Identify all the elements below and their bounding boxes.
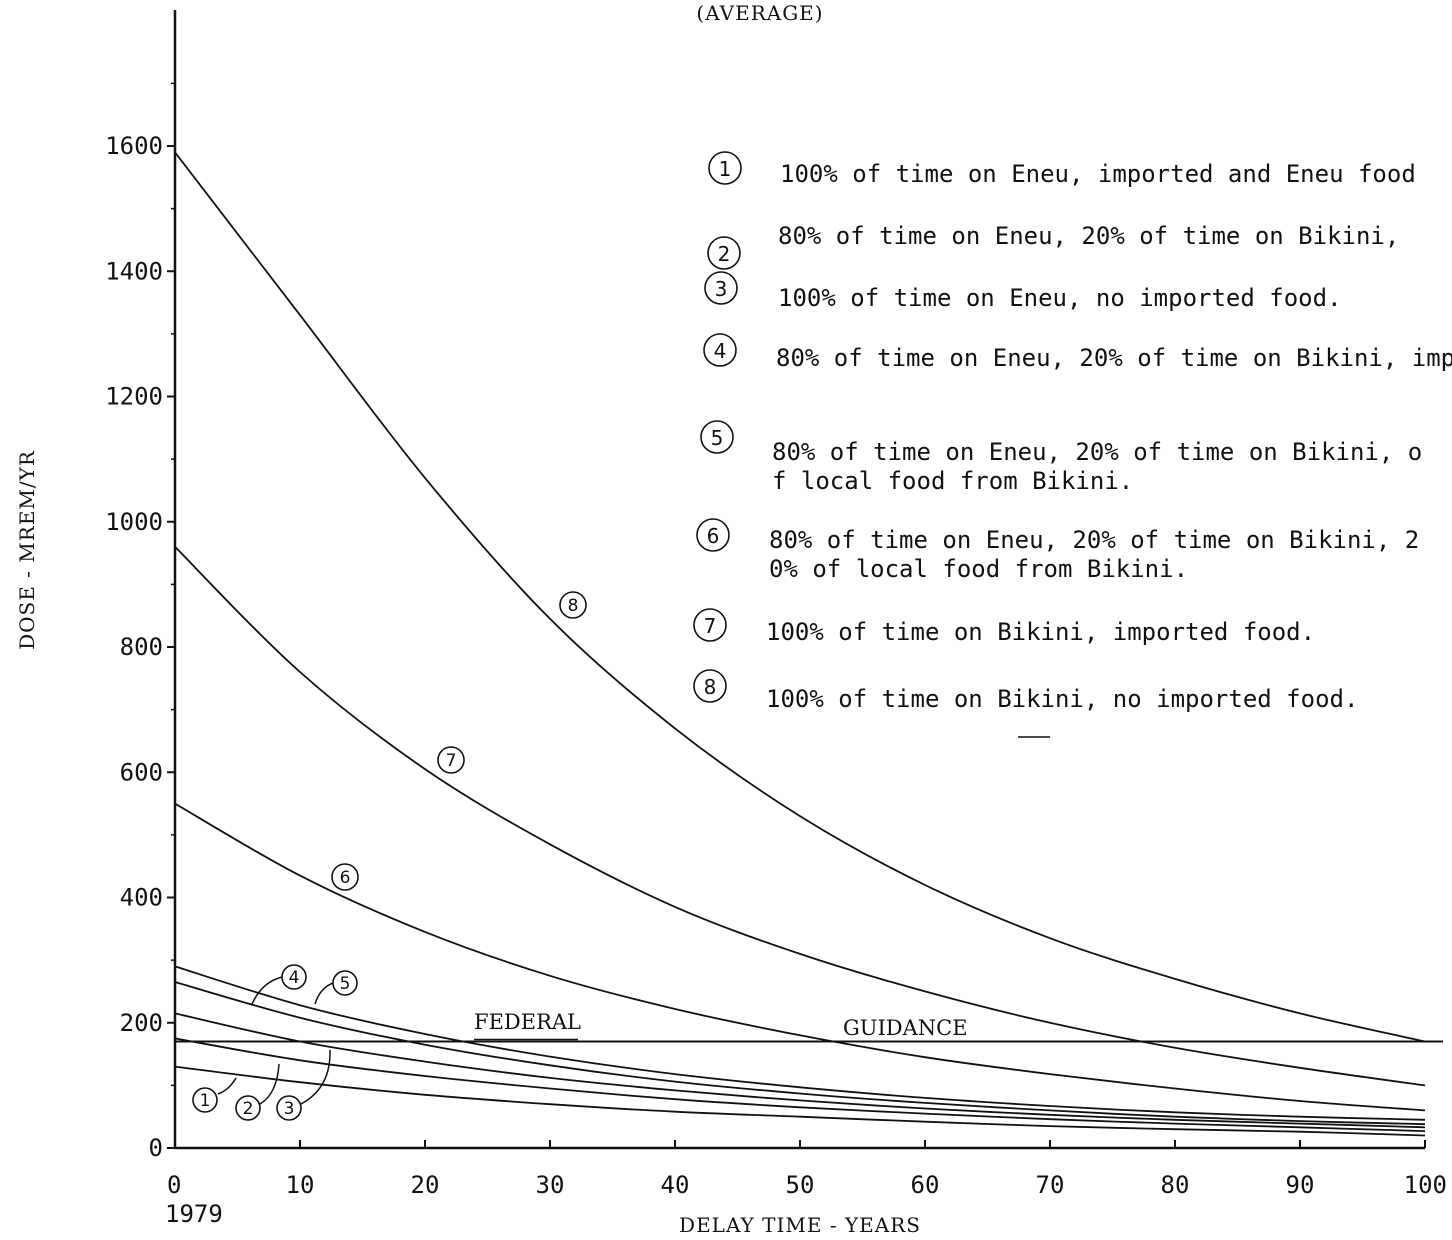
legend-text-6: 80% of time on Eneu, 20% of time on Biki… xyxy=(769,526,1419,583)
axes: 0 200 400 600 800 1000 1200 1400 1600 0 10 20 30 40 50… xyxy=(105,10,1447,1199)
series-line-4 xyxy=(174,981,1426,1126)
y-tick-label: 800 xyxy=(120,633,163,661)
legend-item-8: 8 100% of time on Bikini, no imported foo… xyxy=(693,669,1358,713)
legend-text-4: 80% of time on Eneu, 20% of time on Biki… xyxy=(776,344,1452,372)
y-axis-label: DOSE - MREM/YR xyxy=(15,450,39,650)
legend-item-3: 3 100% of time on Eneu, no imported food. xyxy=(704,271,1342,312)
x-tick-label: 30 xyxy=(536,1171,565,1199)
x-tick-label: 20 xyxy=(411,1171,440,1199)
curve-marker-5-label: 5 xyxy=(340,974,351,994)
curve-marker-2-ring xyxy=(235,1095,261,1121)
legend-marker-5 xyxy=(700,420,734,454)
y-tick-label: 1400 xyxy=(105,257,163,285)
arrow-4 xyxy=(251,976,283,1005)
curve-marker-4: 4 xyxy=(281,964,307,990)
x-tick-label: 40 xyxy=(661,1171,690,1199)
x-tick-label: 70 xyxy=(1036,1171,1065,1199)
x-tick-label: 10 xyxy=(286,1171,315,1199)
guidance-label: GUIDANCE xyxy=(843,1016,968,1040)
curve-marker-6-label: 6 xyxy=(340,868,351,888)
x-tick-label: 50 xyxy=(786,1171,815,1199)
legend-marker-1 xyxy=(708,151,742,185)
legend-text-2: 80% of time on Eneu, 20% of time on Biki… xyxy=(778,222,1399,250)
legend-text-1: 100% of time on Eneu, imported and Eneu … xyxy=(780,160,1416,188)
curve-marker-2: 2 xyxy=(235,1095,261,1121)
curve-marker-4-label: 4 xyxy=(289,968,300,988)
chart-title: (AVERAGE) xyxy=(696,1,823,25)
x-tick-label: 60 xyxy=(911,1171,940,1199)
x-start-year-label: 1979 xyxy=(165,1200,223,1228)
legend-marker-label: 8 xyxy=(704,675,717,699)
curve-marker-8: 8 xyxy=(559,591,587,619)
curve-marker-1-label: 1 xyxy=(200,1091,211,1111)
curve-marker-2-label: 2 xyxy=(243,1099,254,1119)
legend-marker-8 xyxy=(693,669,727,703)
curve-marker-3: 3 xyxy=(276,1095,302,1121)
series-line-7 xyxy=(174,546,1426,1087)
legend-marker-label: 3 xyxy=(715,277,728,301)
legend-text-8: 100% of time on Bikini, no imported food… xyxy=(766,685,1358,713)
legend-marker-4 xyxy=(703,333,737,367)
legend-item-2: 2 80% of time on Eneu, 20% of time on Bik… xyxy=(707,222,1399,270)
y-tick-label: 600 xyxy=(120,758,163,786)
legend-marker-label: 2 xyxy=(718,242,731,266)
arrow-2 xyxy=(259,1063,280,1105)
curve-marker-8-label: 8 xyxy=(568,596,579,616)
curve-marker-8-ring xyxy=(559,591,587,619)
arrow-3 xyxy=(300,1049,331,1105)
x-tick-label: 90 xyxy=(1286,1171,1315,1199)
curve-marker-1: 1 xyxy=(192,1087,218,1113)
curve-marker-6-ring xyxy=(331,863,359,891)
curve-marker-1-ring xyxy=(192,1087,218,1113)
legend: 1 100% of time on Eneu, imported and Eneu… xyxy=(693,151,1452,738)
curve-marker-3-label: 3 xyxy=(284,1099,295,1119)
legend-marker-label: 1 xyxy=(719,157,732,181)
legend-marker-label: 4 xyxy=(714,339,727,363)
arrow-1 xyxy=(217,1077,237,1095)
federal-guidance-line xyxy=(175,1038,1443,1043)
y-tick-label: 200 xyxy=(120,1009,163,1037)
curve-marker-7: 7 xyxy=(437,746,465,774)
y-tick-label: 1000 xyxy=(105,508,163,536)
legend-marker-3 xyxy=(704,271,738,305)
legend-text-7: 100% of time on Bikini, imported food. xyxy=(766,618,1315,646)
series-line-1 xyxy=(174,1065,1426,1137)
legend-text-5: 80% of time on Eneu, 20% of time on Biki… xyxy=(772,438,1422,495)
series-lines xyxy=(174,151,1426,1137)
legend-item-6: 6 80% of time on Eneu, 20% of time on Bik… xyxy=(696,518,1419,583)
y-tick-label: 1200 xyxy=(105,383,163,411)
legend-item-5: 5 80% of time on Eneu, 20% of time on Bik… xyxy=(700,420,1422,495)
legend-text-3: 100% of time on Eneu, no imported food. xyxy=(778,284,1342,312)
x-tick-label: 0 xyxy=(167,1171,181,1199)
legend-item-7: 7 100% of time on Bikini, imported food. xyxy=(693,608,1315,646)
x-tick-label: 80 xyxy=(1161,1171,1190,1199)
curve-marker-3-ring xyxy=(276,1095,302,1121)
series-line-8 xyxy=(174,151,1426,1043)
legend-marker-label: 7 xyxy=(704,614,717,638)
curve-markers: 8 7 6 4 5 1 2 3 xyxy=(192,591,587,1121)
legend-marker-label: 6 xyxy=(707,524,720,548)
y-tick-label: 400 xyxy=(120,884,163,912)
arrow-5 xyxy=(314,982,334,1005)
x-axis-label: DELAY TIME - YEARS xyxy=(679,1213,921,1237)
curve-marker-6: 6 xyxy=(331,863,359,891)
curve-marker-7-ring xyxy=(437,746,465,774)
legend-marker-2 xyxy=(707,236,741,270)
x-tick-label: 100 xyxy=(1404,1171,1447,1199)
legend-marker-6 xyxy=(696,518,730,552)
series-line-2 xyxy=(174,1037,1426,1132)
curve-marker-7-label: 7 xyxy=(446,751,457,771)
series-line-3 xyxy=(174,1012,1426,1129)
series-line-5 xyxy=(174,965,1426,1121)
legend-item-1: 1 100% of time on Eneu, imported and Eneu… xyxy=(708,151,1416,188)
legend-marker-label: 5 xyxy=(711,426,724,450)
federal-label: FEDERAL xyxy=(474,1010,581,1034)
legend-marker-7 xyxy=(693,608,727,642)
series-line-6 xyxy=(174,802,1426,1112)
curve-marker-5: 5 xyxy=(332,970,358,996)
y-tick-label: 0 xyxy=(149,1134,163,1162)
y-tick-label: 1600 xyxy=(105,132,163,160)
legend-item-4: 4 80% of time on Eneu, 20% of time on Bik… xyxy=(703,333,1452,372)
